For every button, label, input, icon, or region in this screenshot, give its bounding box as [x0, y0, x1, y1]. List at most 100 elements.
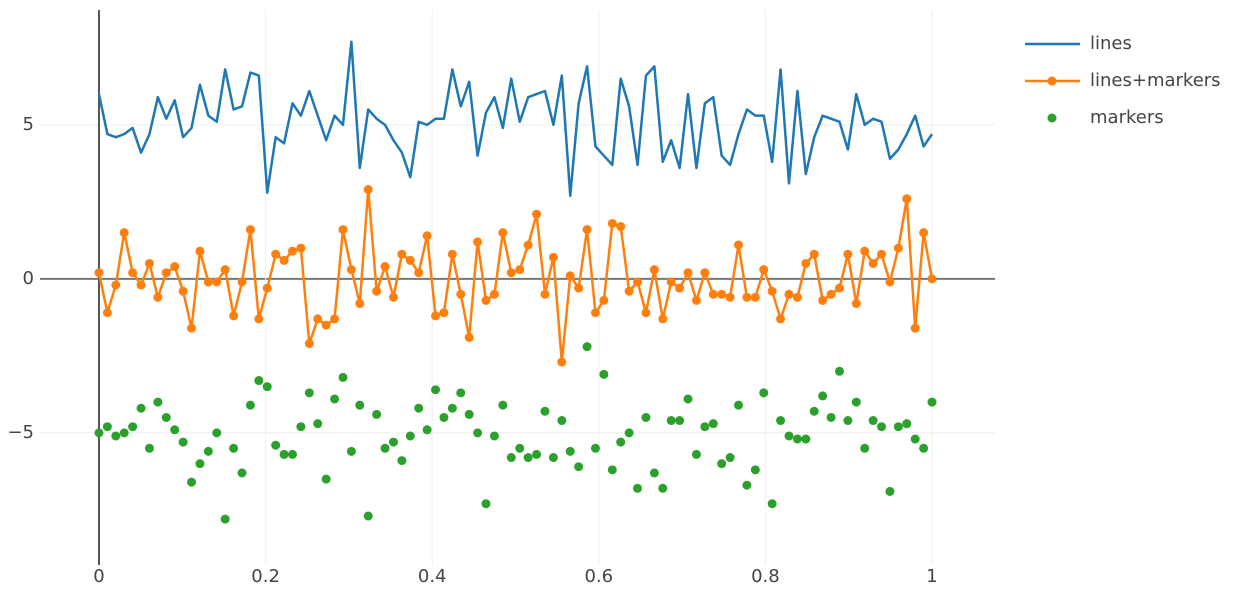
x-tick-label: 0	[93, 566, 104, 587]
marker	[136, 280, 146, 290]
marker	[826, 289, 836, 299]
marker	[658, 483, 668, 493]
marker	[599, 369, 609, 379]
marker	[675, 283, 685, 293]
marker	[834, 366, 844, 376]
marker	[927, 274, 937, 284]
marker	[919, 228, 929, 238]
marker	[851, 299, 861, 309]
marker	[195, 459, 205, 469]
marker	[557, 357, 567, 367]
marker	[498, 400, 508, 410]
marker	[431, 311, 441, 321]
marker	[691, 449, 701, 459]
marker	[877, 422, 887, 432]
marker	[161, 412, 171, 422]
marker	[94, 428, 104, 438]
marker	[447, 249, 457, 259]
legend-marker	[1047, 76, 1057, 86]
marker	[885, 277, 895, 287]
marker	[397, 456, 407, 466]
marker	[532, 449, 542, 459]
marker	[254, 314, 264, 324]
marker	[641, 412, 651, 422]
marker	[313, 314, 323, 324]
marker	[717, 459, 727, 469]
marker	[321, 320, 331, 330]
marker	[464, 332, 474, 342]
marker	[691, 295, 701, 305]
marker	[94, 268, 104, 278]
marker	[708, 419, 718, 429]
marker	[456, 289, 466, 299]
marker	[304, 339, 314, 349]
legend-label: lines	[1090, 33, 1132, 54]
marker	[330, 394, 340, 404]
marker	[826, 412, 836, 422]
marker	[136, 403, 146, 413]
marker	[128, 268, 138, 278]
marker	[616, 437, 626, 447]
marker	[456, 388, 466, 398]
x-tick-label: 0.4	[418, 566, 447, 587]
series-line	[97, 40, 934, 197]
marker	[489, 289, 499, 299]
y-tick-label: −5	[7, 422, 34, 443]
marker	[464, 409, 474, 419]
marker	[195, 246, 205, 256]
marker	[540, 289, 550, 299]
marker	[902, 419, 912, 429]
marker	[776, 314, 786, 324]
marker	[666, 416, 676, 426]
marker	[481, 499, 491, 509]
marker	[818, 391, 828, 401]
marker	[405, 255, 415, 265]
marker	[658, 314, 668, 324]
marker	[624, 428, 634, 438]
marker	[102, 422, 112, 432]
marker	[910, 434, 920, 444]
marker	[792, 434, 802, 444]
marker	[111, 280, 121, 290]
marker	[616, 222, 626, 232]
marker	[532, 209, 542, 219]
marker	[624, 286, 634, 296]
x-tick-label: 0.8	[751, 566, 780, 587]
marker	[759, 388, 769, 398]
marker	[414, 268, 424, 278]
marker	[708, 289, 718, 299]
marker	[700, 422, 710, 432]
marker	[666, 277, 676, 287]
marker	[590, 443, 600, 453]
marker	[245, 400, 255, 410]
marker	[860, 246, 870, 256]
marker	[809, 249, 819, 259]
marker	[498, 228, 508, 238]
marker	[784, 289, 794, 299]
marker	[220, 514, 230, 524]
marker	[843, 416, 853, 426]
marker	[557, 416, 567, 426]
marker	[868, 258, 878, 268]
marker	[237, 277, 247, 287]
marker	[388, 437, 398, 447]
marker	[372, 409, 382, 419]
marker	[372, 286, 382, 296]
marker	[271, 249, 281, 259]
marker	[582, 342, 592, 352]
marker	[220, 265, 230, 275]
marker	[346, 265, 356, 275]
marker	[607, 218, 617, 228]
marker	[153, 292, 163, 302]
marker	[734, 240, 744, 250]
marker	[473, 237, 483, 247]
marker	[801, 258, 811, 268]
marker	[355, 400, 365, 410]
marker	[481, 295, 491, 305]
marker	[178, 437, 188, 447]
marker	[776, 416, 786, 426]
marker	[750, 465, 760, 475]
marker	[590, 308, 600, 318]
marker	[834, 283, 844, 293]
